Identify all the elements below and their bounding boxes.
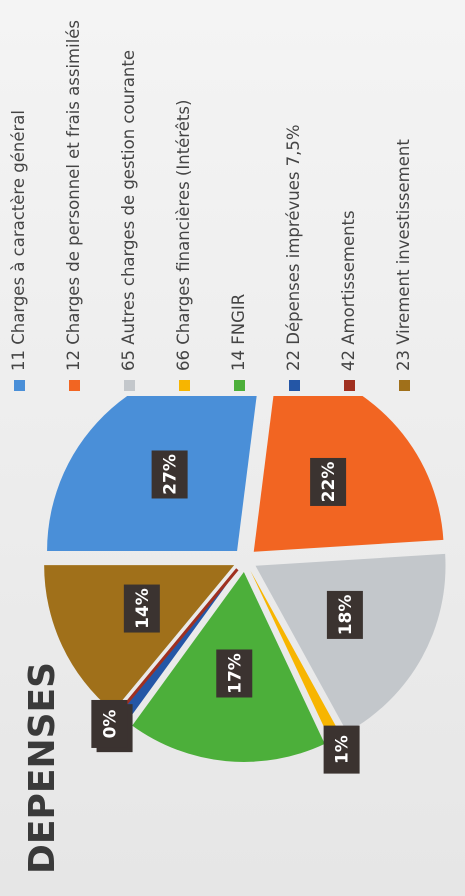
pie-slice <box>250 570 342 743</box>
legend-label: 12 Charges de personnel et frais assimil… <box>64 19 83 371</box>
pie-slice <box>44 565 235 712</box>
legend-item: 65 Autres charges de gestion courante <box>118 6 162 391</box>
label-box <box>326 590 363 639</box>
legend-swatch <box>69 380 80 391</box>
legend-label: 14 FNGIR <box>229 293 248 371</box>
legend-item: 42 Amortissements <box>338 6 382 391</box>
legend-item: 14 FNGIR <box>228 6 272 391</box>
chart-title: DEPENSES <box>22 661 63 874</box>
data-label: 1% <box>333 735 353 764</box>
label-box <box>216 649 253 698</box>
label-box <box>310 457 347 506</box>
legend-item: 12 Charges de personnel et frais assimil… <box>63 6 107 391</box>
label-box <box>323 725 360 774</box>
legend-swatch <box>124 380 135 391</box>
legend-item: 22 Dépenses imprévues 7,5% <box>283 6 327 391</box>
legend-label: 66 Charges financières (Intérêts) <box>174 99 193 371</box>
legend-swatch <box>344 380 355 391</box>
legend-label: 11 Charges à caractère général <box>9 110 28 371</box>
legend-swatch <box>289 380 300 391</box>
pie-slice <box>253 396 444 552</box>
data-label: 27% <box>161 454 181 495</box>
data-label: 0% <box>100 710 120 739</box>
legend-swatch <box>14 380 25 391</box>
legend-label: 23 Virement investissement <box>394 139 413 371</box>
label-box <box>123 584 160 633</box>
legend-label: 42 Amortissements <box>339 210 358 371</box>
data-label: 14% <box>133 588 153 629</box>
legend-item: 23 Virement investissement <box>393 6 437 391</box>
legend-item: 11 Charges à caractère général <box>8 6 52 391</box>
legend-label: 22 Dépenses imprévues 7,5% <box>284 124 303 371</box>
legend-item: 66 Charges financières (Intérêts) <box>173 6 217 391</box>
pie-slice <box>255 553 446 733</box>
legend-label: 65 Autres charges de gestion courante <box>119 49 138 371</box>
label-box <box>151 450 188 499</box>
legend: 11 Charges à caractère général 12 Charges… <box>8 6 448 391</box>
legend-swatch <box>179 380 190 391</box>
legend-swatch <box>234 380 245 391</box>
legend-swatch <box>399 380 410 391</box>
pie: 27%22%18%1%17%1%0%14% <box>44 396 446 774</box>
pie-slice <box>116 569 238 724</box>
data-label: 18% <box>336 595 356 636</box>
data-label: 22% <box>319 462 339 503</box>
data-label: 17% <box>225 653 245 694</box>
label-box <box>91 699 128 748</box>
